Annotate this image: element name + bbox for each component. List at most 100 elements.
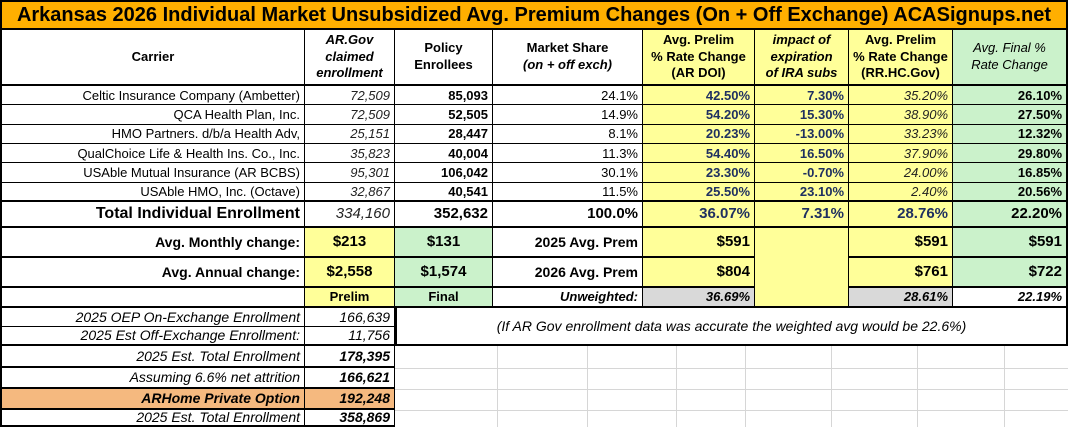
total-prelim-rrhcgov: 28.76% (849, 201, 953, 228)
total-ira-impact: 7.31% (755, 201, 849, 228)
arhome-private-option-value: 192,248 (305, 388, 395, 410)
carrier-share: 11.3% (493, 143, 643, 164)
page-title: Arkansas 2026 Individual Market Unsubsid… (0, 0, 1068, 30)
carrier-prelim-rrhcgov: 37.90% (849, 143, 953, 164)
prelim-column-label: Prelim (305, 287, 395, 308)
carrier-enrollees: 40,004 (395, 143, 493, 164)
avg-prem-2026-label: 2026 Avg. Prem (493, 257, 643, 288)
carrier-final: 12.32% (953, 124, 1068, 144)
carrier-share: 14.9% (493, 105, 643, 125)
bottom-row-label: 2025 Est Off-Exchange Enrollment: (0, 326, 305, 346)
carrier-ira-impact: 15.30% (755, 105, 849, 125)
carrier-prelim-ardoi: 20.23% (643, 124, 755, 144)
avg-monthly-label: Avg. Monthly change: (0, 227, 305, 258)
carrier-claimed: 25,151 (305, 124, 395, 144)
carrier-name: USAble Mutual Insurance (AR BCBS) (0, 163, 305, 183)
col-header-market-share-line2: (on + off exch) (523, 57, 612, 72)
carrier-prelim-rrhcgov: 33.23% (849, 124, 953, 144)
carrier-claimed: 72,509 (305, 105, 395, 125)
carrier-prelim-ardoi: 23.30% (643, 163, 755, 183)
carrier-final: 20.56% (953, 182, 1068, 202)
carrier-prelim-ardoi: 42.50% (643, 86, 755, 106)
final-column-label: Final (395, 287, 493, 308)
carrier-prelim-ardoi: 54.40% (643, 143, 755, 164)
bottom-row-value: 166,621 (305, 367, 395, 389)
bottom-row-value: 11,756 (305, 326, 395, 346)
col-header-market-share-line1: Market Share (526, 40, 609, 56)
bottom-row-label: 2025 Est. Total Enrollment (0, 345, 305, 368)
carrier-prelim-rrhcgov: 2.40% (849, 182, 953, 202)
ira-impact-blank-cell (755, 227, 849, 308)
total-claimed: 334,160 (305, 201, 395, 228)
col-header-prelim-rrhcgov: Avg. Prelim % Rate Change (RR.HC.Gov) (849, 30, 953, 86)
carrier-name: QCA Health Plan, Inc. (0, 105, 305, 125)
carrier-prelim-rrhcgov: 38.90% (849, 105, 953, 125)
carrier-final: 16.85% (953, 163, 1068, 183)
carrier-claimed: 32,867 (305, 182, 395, 202)
avg-prem-2025-final: $591 (953, 227, 1068, 258)
avg-prem-2026-rrhcgov: $761 (849, 257, 953, 288)
carrier-name: QualChoice Life & Health Ins. Co., Inc. (0, 143, 305, 164)
carrier-share: 24.1% (493, 86, 643, 106)
col-header-avg-final: Avg. Final % Rate Change (953, 30, 1068, 86)
avg-prem-2025-rrhcgov: $591 (849, 227, 953, 258)
col-header-carrier: Carrier (0, 30, 305, 86)
avg-prem-2026-final: $722 (953, 257, 1068, 288)
col-header-argov-enrollment: AR.Gov claimed enrollment (305, 30, 395, 86)
total-share: 100.0% (493, 201, 643, 228)
avg-prem-2026-ardoi: $804 (643, 257, 755, 288)
carrier-final: 27.50% (953, 105, 1068, 125)
carrier-final: 26.10% (953, 86, 1068, 106)
footnote: (If AR Gov enrollment data was accurate … (395, 307, 1068, 346)
carrier-prelim-rrhcgov: 24.00% (849, 163, 953, 183)
col-header-policy-enrollees: Policy Enrollees (395, 30, 493, 86)
carrier-enrollees: 28,447 (395, 124, 493, 144)
carrier-ira-impact: 7.30% (755, 86, 849, 106)
avg-annual-label: Avg. Annual change: (0, 257, 305, 288)
avg-annual-prelim: $2,558 (305, 257, 395, 288)
avg-annual-final: $1,574 (395, 257, 493, 288)
avg-monthly-final: $131 (395, 227, 493, 258)
col-header-market-share: Market Share (on + off exch) (493, 30, 643, 86)
avg-monthly-prelim: $213 (305, 227, 395, 258)
bottom-row-label: 2025 OEP On-Exchange Enrollment (0, 307, 305, 327)
carrier-ira-impact: -0.70% (755, 163, 849, 183)
avg-prem-2025-ardoi: $591 (643, 227, 755, 258)
carrier-ira-impact: 23.10% (755, 182, 849, 202)
empty-spreadsheet-area (395, 345, 1068, 427)
arhome-private-option-label: ARHome Private Option (0, 388, 305, 410)
carrier-share: 30.1% (493, 163, 643, 183)
total-enrollees: 352,632 (395, 201, 493, 228)
empty-cell (0, 287, 305, 308)
bottom-row-label: Assuming 6.6% net attrition (0, 367, 305, 389)
carrier-name: HMO Partners. d/b/a Health Adv, (0, 124, 305, 144)
carrier-claimed: 72,509 (305, 86, 395, 106)
unweighted-label: Unweighted: (493, 287, 643, 308)
bottom-row-value: 358,869 (305, 409, 395, 427)
carrier-enrollees: 40,541 (395, 182, 493, 202)
carrier-final: 29.80% (953, 143, 1068, 164)
bottom-row-value: 178,395 (305, 345, 395, 368)
unweighted-final: 22.19% (953, 287, 1068, 308)
total-row-label: Total Individual Enrollment (0, 201, 305, 228)
col-header-prelim-ardoi: Avg. Prelim % Rate Change (AR DOI) (643, 30, 755, 86)
unweighted-ardoi: 36.69% (643, 287, 755, 308)
carrier-prelim-rrhcgov: 35.20% (849, 86, 953, 106)
carrier-enrollees: 52,505 (395, 105, 493, 125)
avg-prem-2025-label: 2025 Avg. Prem (493, 227, 643, 258)
unweighted-rrhcgov: 28.61% (849, 287, 953, 308)
bottom-row-value: 166,639 (305, 307, 395, 327)
total-prelim-ardoi: 36.07% (643, 201, 755, 228)
carrier-claimed: 35,823 (305, 143, 395, 164)
carrier-share: 8.1% (493, 124, 643, 144)
carrier-name: Celtic Insurance Company (Ambetter) (0, 86, 305, 106)
carrier-prelim-ardoi: 54.20% (643, 105, 755, 125)
carrier-enrollees: 106,042 (395, 163, 493, 183)
carrier-ira-impact: -13.00% (755, 124, 849, 144)
carrier-share: 11.5% (493, 182, 643, 202)
carrier-ira-impact: 16.50% (755, 143, 849, 164)
total-final: 22.20% (953, 201, 1068, 228)
bottom-row-label: 2025 Est. Total Enrollment (0, 409, 305, 427)
col-header-ira-impact: impact of expiration of IRA subs (755, 30, 849, 86)
